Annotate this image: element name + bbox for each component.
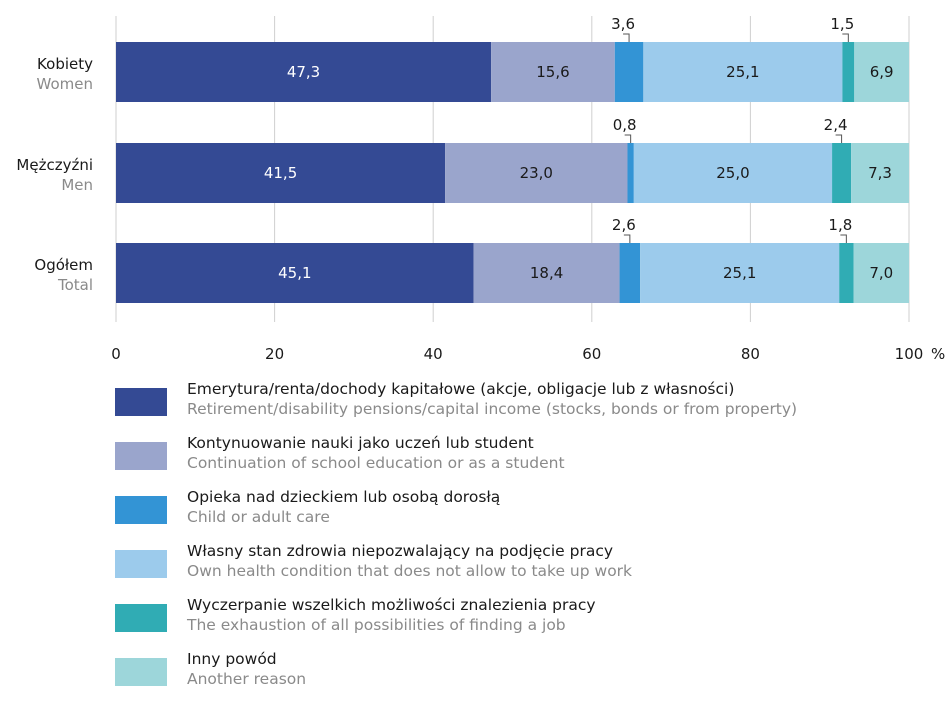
callout-line-1-4 <box>835 134 843 143</box>
bar-segment-2-2 <box>619 243 641 303</box>
bar-segment-0-0 <box>116 42 492 102</box>
category-label-en-2: Total <box>57 276 93 294</box>
x-tick-label-1: 20 <box>265 345 284 360</box>
bar-segment-2-3 <box>640 243 840 303</box>
legend-item-1: Kontynuowanie nauki jako uczeń lub stude… <box>115 431 935 485</box>
bar-segment-1-5 <box>851 143 909 203</box>
x-tick-label-3: 60 <box>582 345 601 360</box>
x-tick-label-4: 80 <box>741 345 760 360</box>
x-unit-label: % <box>931 345 945 360</box>
category-label-pl-2: Ogółem <box>34 256 93 274</box>
data-label-1-3: 25,0 <box>716 164 749 182</box>
bar-segment-0-3 <box>643 42 843 102</box>
data-label-0-0: 47,3 <box>287 63 320 81</box>
legend-label-pl-5: Inny powód <box>187 650 277 668</box>
data-label-0-3: 25,1 <box>726 63 759 81</box>
x-axis: 0 20 40 60 80 100% <box>111 345 945 360</box>
bars: 47,3 15,6 25,1 6,9 41,5 23,0 25,0 7,3 45,1 18,4 25… <box>116 42 909 303</box>
bar-segment-0-4 <box>842 42 855 102</box>
x-tick-label-0: 0 <box>111 345 121 360</box>
legend-item-3: Własny stan zdrowia niepozwalający na po… <box>115 539 935 593</box>
data-label-2-3: 25,1 <box>723 264 756 282</box>
legend-swatch-0 <box>115 388 167 416</box>
callout-line-2-2 <box>623 234 631 243</box>
data-label-2-5: 7,0 <box>869 264 893 282</box>
data-label-0-5: 6,9 <box>870 63 894 81</box>
callout-label-0-4: 1,5 <box>830 15 854 33</box>
stacked-bar-chart: 47,3 15,6 25,1 6,9 41,5 23,0 25,0 7,3 45,1 18,4 25… <box>16 15 945 360</box>
bar-segment-2-5 <box>853 243 909 303</box>
legend-label-pl-1: Kontynuowanie nauki jako uczeń lub stude… <box>187 434 534 452</box>
callout-line-2-4 <box>840 234 847 243</box>
legend-label-en-2: Child or adult care <box>187 508 330 526</box>
data-label-1-0: 41,5 <box>264 164 297 182</box>
legend-item-5: Inny powód Another reason <box>115 647 935 701</box>
category-label-en-0: Women <box>37 75 93 93</box>
legend-item-2: Opieka nad dzieckiem lub osobą dorosłą Ch… <box>115 485 935 539</box>
bar-segment-2-0 <box>116 243 474 303</box>
legend-item-0: Emerytura/renta/dochody kapitałowe (akcj… <box>115 377 935 431</box>
bar-segment-0-5 <box>854 42 909 102</box>
category-labels: Kobiety Women Mężczyźni Men Ogółem Total <box>16 55 93 294</box>
legend-label-pl-2: Opieka nad dzieckiem lub osobą dorosłą <box>187 488 501 506</box>
legend-label-en-4: The exhaustion of all possibilities of f… <box>187 616 566 634</box>
data-label-2-1: 18,4 <box>530 264 563 282</box>
callout-label-1-4: 2,4 <box>824 116 848 134</box>
legend-label-pl-0: Emerytura/renta/dochody kapitałowe (akcj… <box>187 380 735 398</box>
bar-segment-0-1 <box>491 42 615 102</box>
legend-label-en-1: Continuation of school education or as a… <box>187 454 565 472</box>
category-label-en-1: Men <box>61 176 93 194</box>
legend-label-pl-3: Własny stan zdrowia niepozwalający na po… <box>187 542 614 560</box>
legend-swatch-2 <box>115 496 167 524</box>
x-tick-label-2: 40 <box>424 345 443 360</box>
category-label-pl-1: Mężczyźni <box>16 156 93 174</box>
legend-swatch-4 <box>115 604 167 632</box>
callout-label-1-2: 0,8 <box>613 116 637 134</box>
callout-label-2-2: 2,6 <box>612 216 636 234</box>
bar-segment-1-0 <box>116 143 446 203</box>
bar-segment-1-1 <box>445 143 628 203</box>
data-label-1-5: 7,3 <box>868 164 892 182</box>
legend-item-4: Wyczerpanie wszelkich możliwości znalezi… <box>115 593 935 647</box>
data-label-2-0: 45,1 <box>278 264 311 282</box>
bar-segment-2-1 <box>473 243 620 303</box>
legend: Emerytura/renta/dochody kapitałowe (akcj… <box>115 377 935 701</box>
callout-label-2-4: 1,8 <box>828 216 852 234</box>
legend-label-en-0: Retirement/disability pensions/capital i… <box>187 400 798 418</box>
legend-label-en-5: Another reason <box>187 670 307 688</box>
callout-line-1-2 <box>624 134 632 143</box>
bar-segment-2-4 <box>839 243 854 303</box>
callout-labels: 3,6 1,5 0,8 2,4 2,6 1,8 <box>611 15 854 243</box>
legend-label-en-3: Own health condition that does not allow… <box>187 562 633 580</box>
bar-segment-1-3 <box>633 143 833 203</box>
legend-label-pl-4: Wyczerpanie wszelkich możliwości znalezi… <box>187 596 596 614</box>
bar-segment-1-2 <box>627 143 634 203</box>
callout-line-0-2 <box>623 33 630 42</box>
bar-segment-0-2 <box>614 42 644 102</box>
callout-line-0-4 <box>842 33 849 42</box>
callout-label-0-2: 3,6 <box>611 15 635 33</box>
legend-swatch-3 <box>115 550 167 578</box>
data-label-0-1: 15,6 <box>536 63 569 81</box>
bar-segment-1-4 <box>832 143 852 203</box>
data-label-1-1: 23,0 <box>520 164 553 182</box>
x-tick-label-5: 100 <box>895 345 924 360</box>
legend-swatch-5 <box>115 658 167 686</box>
category-label-pl-0: Kobiety <box>37 55 93 73</box>
legend-swatch-1 <box>115 442 167 470</box>
